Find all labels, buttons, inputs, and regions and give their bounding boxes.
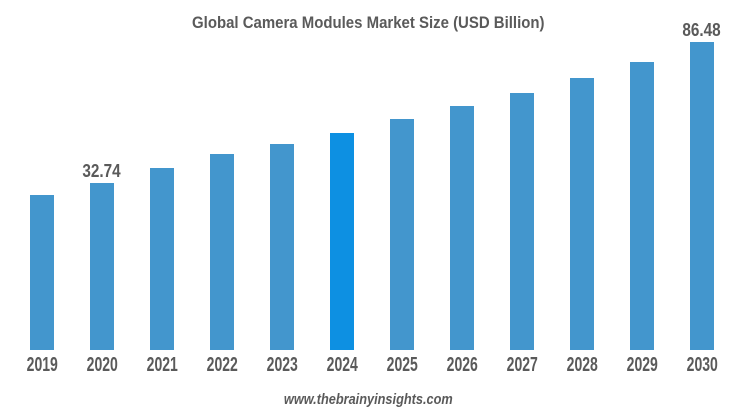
bar-2025 xyxy=(390,119,414,350)
bar-column xyxy=(552,0,612,350)
bar-value-label: 32.74 xyxy=(79,162,124,180)
x-axis-label: 2020 xyxy=(72,355,132,375)
bar-2029 xyxy=(630,62,654,350)
bar-column xyxy=(312,0,372,350)
x-axis-label-text: 2028 xyxy=(566,354,598,376)
x-axis-labels: 2019 2020 2021 2022 2023 2024 2025 2026 2027 2028… xyxy=(12,355,732,375)
bar-value-label-text: 86.48 xyxy=(682,20,722,40)
x-axis-label: 2024 xyxy=(312,355,372,375)
x-axis-label: 2021 xyxy=(132,355,192,375)
x-axis-label-text: 2020 xyxy=(86,354,118,376)
x-axis-label-text: 2030 xyxy=(686,354,718,376)
x-axis-label: 2029 xyxy=(612,355,672,375)
x-axis-label: 2022 xyxy=(192,355,252,375)
plot-area: 32.74 86.48 xyxy=(12,0,732,350)
bar-2022 xyxy=(210,154,234,350)
x-axis-label-text: 2025 xyxy=(386,354,418,376)
x-axis-label: 2026 xyxy=(432,355,492,375)
bar-2026 xyxy=(450,106,474,350)
x-axis-label: 2019 xyxy=(12,355,72,375)
bar-column xyxy=(132,0,192,350)
bar-2021 xyxy=(150,168,174,350)
x-axis-label: 2023 xyxy=(252,355,312,375)
x-axis-label-text: 2022 xyxy=(206,354,238,376)
x-axis-label-text: 2027 xyxy=(506,354,538,376)
x-axis-label-text: 2021 xyxy=(146,354,178,376)
bar-column: 32.74 xyxy=(72,0,132,350)
bar-column: 86.48 xyxy=(672,0,732,350)
x-axis-label: 2025 xyxy=(372,355,432,375)
bar-2027 xyxy=(510,93,534,350)
x-axis-label: 2027 xyxy=(492,355,552,375)
x-axis-label-text: 2026 xyxy=(446,354,478,376)
bar-2019 xyxy=(30,195,54,350)
bar-column xyxy=(492,0,552,350)
x-axis-label: 2028 xyxy=(552,355,612,375)
bar-2024 xyxy=(330,133,354,350)
bar-column xyxy=(12,0,72,350)
x-axis-label: 2030 xyxy=(672,355,732,375)
chart-title-text: Global Camera Modules Market Size (USD B… xyxy=(191,13,545,32)
bar-value-label: 86.48 xyxy=(679,21,724,39)
bar-2020 xyxy=(90,183,114,350)
x-axis-label-text: 2023 xyxy=(266,354,298,376)
bar-column xyxy=(252,0,312,350)
chart-title: Global Camera Modules Market Size (USD B… xyxy=(0,13,736,33)
bar-column xyxy=(432,0,492,350)
bar-2023 xyxy=(270,144,294,350)
x-axis-label-text: 2024 xyxy=(326,354,358,376)
x-axis-label-text: 2029 xyxy=(626,354,658,376)
bar-2030 xyxy=(690,42,714,350)
watermark: www.thebrainyinsights.com xyxy=(0,391,736,408)
x-axis-label-text: 2019 xyxy=(26,354,58,376)
bar-value-label-text: 32.74 xyxy=(82,161,122,181)
bar-2028 xyxy=(570,78,594,350)
bar-column xyxy=(372,0,432,350)
bar-column xyxy=(612,0,672,350)
watermark-text: www.thebrainyinsights.com xyxy=(283,391,453,408)
bar-column xyxy=(192,0,252,350)
